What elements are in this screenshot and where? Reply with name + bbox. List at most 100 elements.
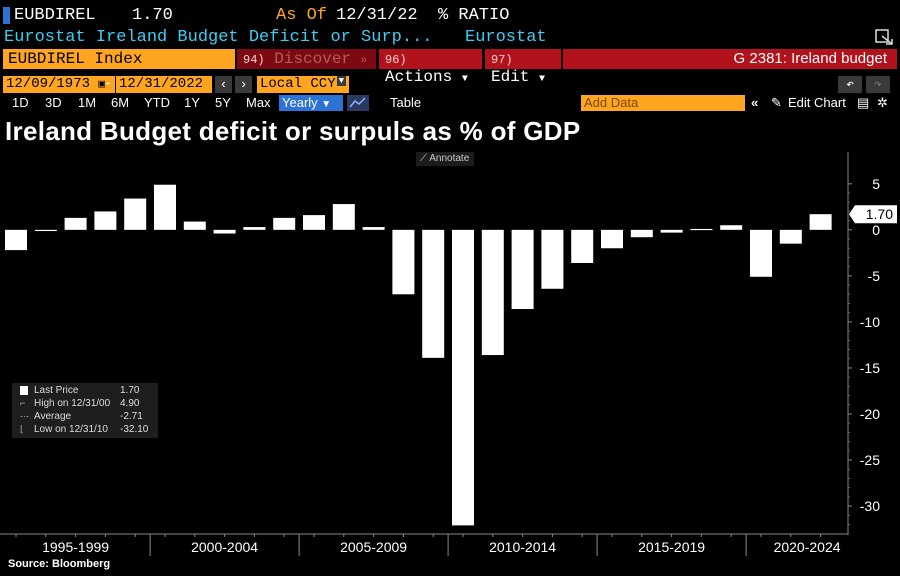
- bar-2009: [422, 229, 445, 358]
- period-button-6m[interactable]: 6M: [111, 95, 130, 110]
- chevron-down-icon: ▼: [539, 74, 546, 85]
- legend-box: Last Price 1.70 ⌐ High on 12/31/00 4.90 …: [12, 383, 158, 438]
- pencil-icon[interactable]: ✎: [771, 95, 782, 110]
- period-button-1y[interactable]: 1Y: [184, 95, 200, 110]
- bar-2015: [601, 229, 623, 249]
- bar-2022: [809, 214, 832, 230]
- legend-label: Low on 12/31/10: [34, 424, 108, 435]
- currency-select[interactable]: Local CCY ▼: [257, 76, 349, 93]
- currency-value: Local CCY: [260, 76, 336, 92]
- actions-label: Actions: [385, 68, 453, 86]
- add-data-input[interactable]: Add Data: [581, 95, 745, 111]
- high-marker-icon: ⌐: [20, 398, 26, 408]
- calendar-icon[interactable]: ▣: [98, 79, 106, 91]
- x-period-label: 2015-2019: [638, 539, 705, 555]
- y-tick-label: -5: [868, 268, 881, 284]
- x-period-label: 2010-2014: [489, 539, 556, 555]
- bar-2017: [660, 229, 683, 233]
- actions-number: 96): [385, 53, 407, 67]
- end-date-field[interactable]: 12/31/2022 ▣: [116, 76, 212, 107]
- popout-icon[interactable]: [874, 28, 894, 46]
- frequency-value: Yearly: [282, 95, 318, 110]
- bar-2011: [481, 229, 504, 356]
- bar-2013: [541, 229, 564, 289]
- bar-2016: [630, 229, 653, 238]
- redo-icon[interactable]: ↷: [866, 76, 890, 93]
- bar-1996: [34, 229, 57, 232]
- chevron-down-icon: ▼: [336, 76, 346, 86]
- collapse-icon[interactable]: «: [751, 95, 759, 110]
- discover-label: Discover: [274, 50, 352, 68]
- bar-1995: [5, 229, 27, 251]
- bar-2008: [392, 229, 415, 295]
- actions-menu-button[interactable]: 96) Actions ▼: [379, 49, 482, 86]
- start-date-field[interactable]: 12/09/1973 ▣: [3, 76, 115, 93]
- period-button-max[interactable]: Max: [246, 95, 271, 110]
- gear-icon[interactable]: ✲: [877, 95, 888, 110]
- bar-2012: [511, 229, 534, 310]
- bar-2000: [154, 184, 176, 230]
- discover-button[interactable]: 94) Discover »: [237, 49, 376, 69]
- calendar-icon[interactable]: ▣: [119, 95, 126, 107]
- bar-2014: [571, 229, 594, 263]
- x-period-label: 1995-1999: [42, 539, 109, 555]
- legend-value: -2.71: [120, 411, 143, 422]
- legend-value: -32.10: [120, 424, 149, 435]
- discover-number: 94): [243, 53, 265, 67]
- start-date-value: 12/09/1973: [6, 76, 91, 92]
- legend-value: 4.90: [120, 398, 140, 409]
- bar-2007: [362, 227, 385, 230]
- ticker-symbol: EUBDIREL: [14, 6, 96, 25]
- bar-2019: [720, 225, 743, 230]
- period-button-3d[interactable]: 3D: [45, 95, 62, 110]
- period-button-5y[interactable]: 5Y: [215, 95, 231, 110]
- discover-chevron-icon: »: [360, 55, 368, 67]
- y-tick-label: -25: [860, 452, 880, 468]
- chevron-down-icon: ▼: [461, 74, 468, 85]
- period-button-1m[interactable]: 1M: [78, 95, 97, 110]
- bar-2006: [332, 204, 355, 230]
- annotate-button[interactable]: ⟋ Annotate: [416, 152, 474, 166]
- date-separator: -: [104, 76, 113, 92]
- bar-2021: [779, 229, 802, 244]
- legend-label: Average: [34, 411, 72, 422]
- legend-value: 1.70: [120, 385, 140, 396]
- line-chart-icon[interactable]: [347, 95, 369, 111]
- y-tick-label: 5: [872, 176, 880, 192]
- security-field[interactable]: EUBDIREL Index: [3, 49, 235, 69]
- period-button-1d[interactable]: 1D: [12, 95, 29, 110]
- security-header: EUBDIREL 1.70 As Of 12/31/22 % RATIO: [0, 4, 900, 26]
- low-marker-icon: ⌊: [20, 424, 24, 434]
- period-button-ytd[interactable]: YTD: [144, 95, 170, 110]
- source-footer: Source: Bloomberg: [8, 558, 111, 570]
- edit-number: 97): [491, 53, 513, 67]
- bar-1998: [94, 211, 117, 230]
- x-axis: 1995-1999 2000-2004 2005-2009 2010-2014 2015…: [0, 533, 848, 556]
- undo-icon[interactable]: ↶: [838, 76, 862, 93]
- as-of-label: As Of: [276, 6, 328, 25]
- bar-2001: [183, 221, 206, 230]
- bar-series: [5, 184, 832, 526]
- bar-2002: [213, 229, 236, 234]
- command-bar: EUBDIREL Index 94) Discover » 96) Action…: [0, 48, 900, 86]
- frequency-select[interactable]: Yearly ▼: [279, 95, 343, 111]
- chart-title: Ireland Budget deficit or surpuls as % o…: [5, 116, 581, 146]
- layout-icon[interactable]: ▤: [857, 95, 870, 110]
- y-tick-label: -30: [860, 498, 880, 514]
- as-of-date: 12/31/22: [336, 6, 418, 25]
- edit-chart-button[interactable]: Edit Chart: [788, 95, 846, 110]
- table-button[interactable]: Table: [390, 95, 422, 110]
- last-value-flag: [849, 205, 897, 224]
- previous-period-button[interactable]: ‹: [215, 76, 232, 93]
- edit-menu-button[interactable]: 97) Edit ▼: [485, 49, 561, 86]
- end-date-value: 12/31/2022: [119, 76, 204, 92]
- graph-title: G 2381: Ireland budget: [563, 49, 897, 69]
- x-period-label: 2000-2004: [191, 539, 258, 555]
- period-bar: 1D 3D 1M 6M YTD 1Y 5Y Max Yearly ▼ Table…: [0, 94, 900, 112]
- date-range-bar: 12/09/1973 ▣ - 12/31/2022 ▣ ‹ › Local CC…: [0, 75, 900, 107]
- next-period-button[interactable]: ›: [235, 76, 252, 93]
- legend-row-average: -·- Average -2.71: [12, 411, 158, 423]
- legend-row-low: ⌊ Low on 12/31/10 -32.10: [12, 424, 158, 436]
- bar-2020: [750, 229, 772, 277]
